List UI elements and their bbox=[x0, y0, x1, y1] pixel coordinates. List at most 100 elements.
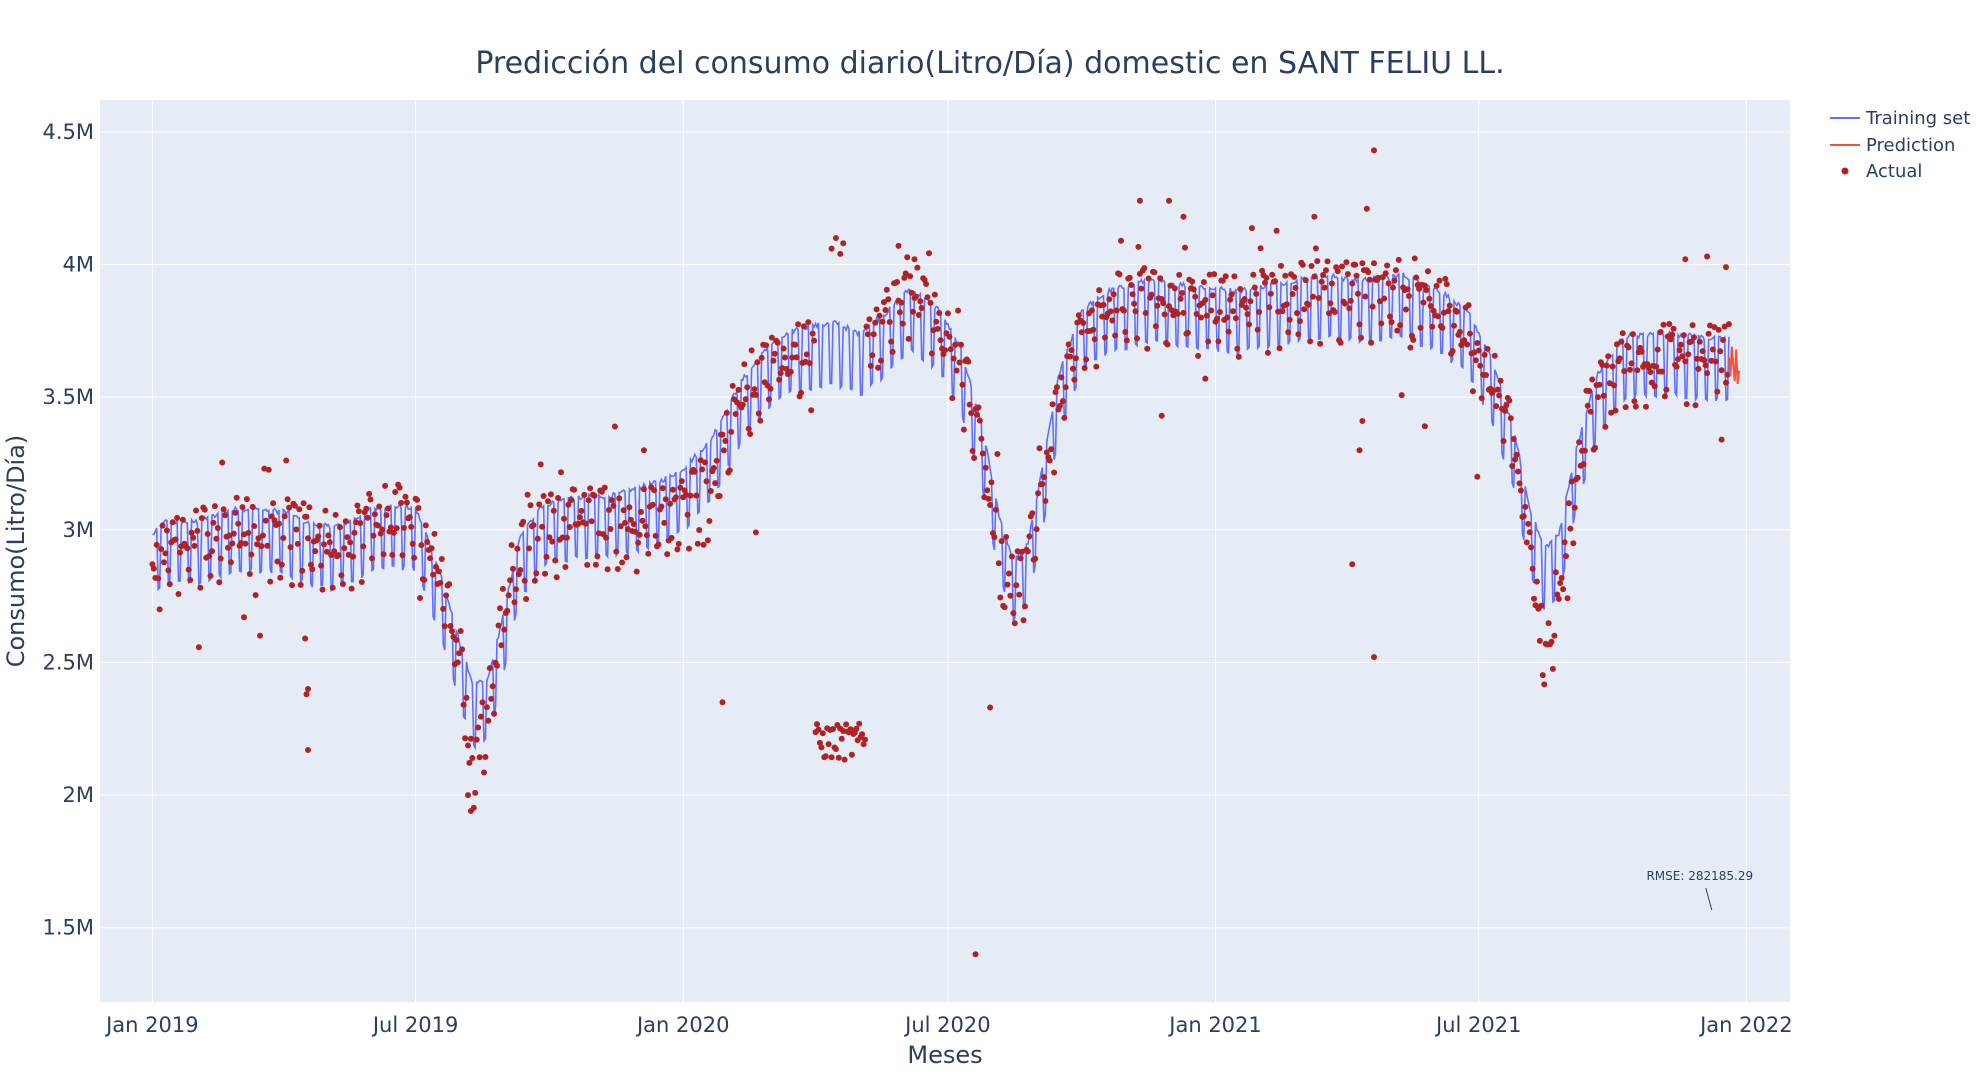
actual-point bbox=[1231, 273, 1238, 280]
actual-point bbox=[979, 450, 986, 457]
actual-point bbox=[1136, 197, 1143, 204]
actual-point bbox=[863, 323, 870, 330]
actual-point bbox=[859, 731, 866, 738]
actual-point bbox=[1177, 295, 1184, 302]
actual-point bbox=[806, 360, 813, 367]
actual-point bbox=[1310, 293, 1316, 300]
actual-point bbox=[1135, 243, 1142, 250]
actual-point bbox=[837, 250, 844, 257]
actual-point bbox=[1151, 269, 1158, 276]
actual-point bbox=[385, 505, 391, 512]
actual-point bbox=[800, 323, 807, 330]
actual-point bbox=[1017, 555, 1024, 562]
actual-point bbox=[339, 581, 346, 587]
actual-point bbox=[1278, 262, 1284, 269]
actual-point bbox=[869, 352, 876, 359]
actual-point bbox=[1285, 329, 1292, 336]
actual-point bbox=[392, 489, 399, 495]
actual-point bbox=[393, 525, 400, 532]
actual-point bbox=[559, 534, 566, 541]
actual-point bbox=[984, 487, 991, 494]
actual-point bbox=[338, 572, 345, 579]
actual-point bbox=[1234, 345, 1241, 352]
actual-point bbox=[1494, 386, 1501, 393]
x-tick-label: Jul 2019 bbox=[371, 1013, 458, 1037]
actual-point bbox=[1493, 403, 1500, 410]
actual-point bbox=[584, 561, 591, 568]
actual-point bbox=[747, 431, 754, 437]
actual-point bbox=[818, 744, 825, 751]
actual-point bbox=[622, 519, 628, 526]
legend[interactable]: Training set Prediction Actual bbox=[1830, 108, 1970, 182]
actual-point bbox=[1407, 344, 1414, 351]
actual-point bbox=[1381, 295, 1388, 302]
actual-point bbox=[853, 725, 860, 732]
actual-point bbox=[758, 354, 765, 361]
actual-point bbox=[1376, 298, 1383, 305]
actual-point bbox=[201, 506, 208, 513]
actual-point bbox=[976, 417, 983, 424]
actual-point bbox=[1107, 308, 1114, 315]
actual-point bbox=[1410, 336, 1417, 343]
actual-point bbox=[975, 404, 982, 411]
actual-point bbox=[435, 568, 442, 575]
actual-point bbox=[966, 401, 973, 408]
actual-point bbox=[204, 531, 211, 537]
actual-point bbox=[1533, 578, 1540, 585]
actual-point bbox=[914, 264, 921, 271]
actual-point bbox=[1356, 321, 1363, 328]
actual-point bbox=[1176, 271, 1183, 278]
actual-point bbox=[1564, 595, 1571, 602]
actual-point bbox=[1691, 334, 1697, 341]
actual-point bbox=[1273, 227, 1280, 234]
actual-point bbox=[626, 504, 633, 511]
actual-point bbox=[603, 534, 610, 541]
actual-point bbox=[729, 382, 736, 389]
actual-point bbox=[946, 333, 953, 340]
actual-point bbox=[1510, 436, 1517, 442]
actual-point bbox=[1004, 581, 1011, 588]
actual-point bbox=[616, 495, 623, 502]
actual-point bbox=[1477, 362, 1484, 369]
actual-point bbox=[1592, 444, 1599, 451]
actual-point bbox=[744, 384, 751, 391]
actual-point bbox=[1397, 322, 1404, 329]
actual-point bbox=[438, 556, 445, 562]
actual-point bbox=[252, 592, 259, 599]
legend-item-actual[interactable]: Actual bbox=[1841, 161, 1923, 182]
actual-point bbox=[642, 523, 649, 530]
actual-point bbox=[1202, 296, 1209, 303]
actual-point bbox=[1717, 348, 1724, 355]
actual-point bbox=[1198, 314, 1204, 321]
actual-point bbox=[1725, 321, 1732, 328]
legend-swatch-actual bbox=[1841, 167, 1849, 175]
x-tick-label: Jan 2019 bbox=[104, 1013, 199, 1037]
actual-point bbox=[364, 514, 371, 521]
actual-point bbox=[169, 519, 176, 526]
actual-point bbox=[1491, 352, 1498, 359]
actual-point bbox=[1581, 447, 1588, 454]
actual-point bbox=[1013, 582, 1020, 589]
actual-point bbox=[898, 299, 905, 306]
actual-point bbox=[619, 559, 626, 566]
actual-point bbox=[696, 527, 703, 533]
actual-point bbox=[315, 533, 322, 540]
legend-item-prediction[interactable]: Prediction bbox=[1830, 135, 1955, 156]
actual-point bbox=[1061, 414, 1068, 421]
actual-point bbox=[1516, 480, 1523, 487]
actual-point bbox=[1200, 279, 1207, 286]
actual-point bbox=[1227, 296, 1234, 303]
actual-point bbox=[229, 540, 236, 547]
actual-point bbox=[830, 726, 836, 732]
actual-point bbox=[1289, 291, 1296, 297]
legend-item-training-set[interactable]: Training set bbox=[1830, 108, 1970, 129]
actual-point bbox=[478, 713, 484, 720]
actual-point bbox=[1586, 388, 1593, 394]
actual-point bbox=[1596, 381, 1603, 388]
actual-point bbox=[159, 522, 166, 529]
actual-point bbox=[732, 411, 739, 417]
actual-point bbox=[1595, 394, 1601, 401]
actual-point bbox=[1128, 282, 1135, 288]
actual-point bbox=[246, 571, 253, 577]
actual-point bbox=[255, 535, 262, 542]
